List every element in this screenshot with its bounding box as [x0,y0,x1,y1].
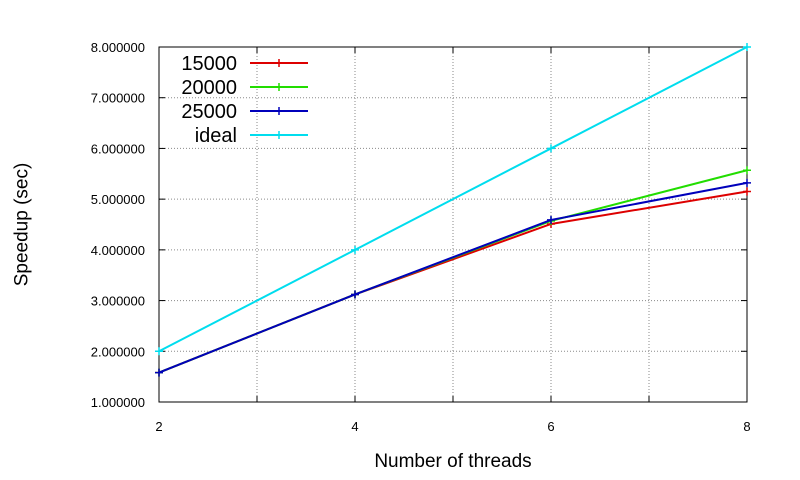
legend-label: 20000 [181,77,237,99]
y-tick-label: 6.000000 [91,141,145,156]
legend-marker [275,107,283,115]
x-axis-title: Number of threads [374,451,531,472]
axis-ticks: 1.000000 2.000000 3.000000 4.000000 5.000000… [91,40,751,434]
x-tick-label: 2 [155,419,162,434]
legend-label: 15000 [181,53,237,75]
y-tick-label: 5.000000 [91,192,145,207]
series-line-ideal [158,46,748,353]
y-axis-title: Speedup (sec) [12,163,33,287]
data-point-20000 [743,166,751,175]
data-point-25000 [351,290,359,299]
legend-marker [275,83,283,91]
legend-label: ideal [195,125,237,147]
legend-marker [275,131,283,139]
y-tick-label: 3.000000 [91,294,145,309]
data-point-25000 [743,178,751,187]
y-tick-label: 4.000000 [91,243,145,258]
y-tick-label: 8.000000 [91,40,145,55]
legend-marker [275,59,283,67]
data-point-ideal [743,43,751,51]
legend-entry-ideal: ideal [195,125,308,147]
y-tick-label: 2.000000 [91,344,145,359]
y-tick-label: 7.000000 [91,91,145,106]
legend-entry-15000: 15000 [181,53,308,75]
series-line-25000 [158,181,748,374]
series-lines [155,43,751,377]
x-tick-label: 4 [351,419,358,434]
data-point-ideal [351,245,359,254]
data-point-15000 [743,187,751,196]
data-point-25000 [547,215,555,224]
y-tick-label: 1.000000 [91,395,145,410]
x-tick-label: 8 [743,419,750,434]
series-25000 [155,178,751,377]
legend-entry-20000: 20000 [181,77,308,99]
data-point-25000 [155,368,163,377]
data-point-ideal [547,144,555,153]
series-ideal [155,43,751,356]
x-tick-label: 6 [547,419,554,434]
legend-entry-25000: 25000 [181,101,308,123]
grid-lines [159,47,747,402]
data-point-ideal [155,347,163,356]
legend-label: 25000 [181,101,237,123]
